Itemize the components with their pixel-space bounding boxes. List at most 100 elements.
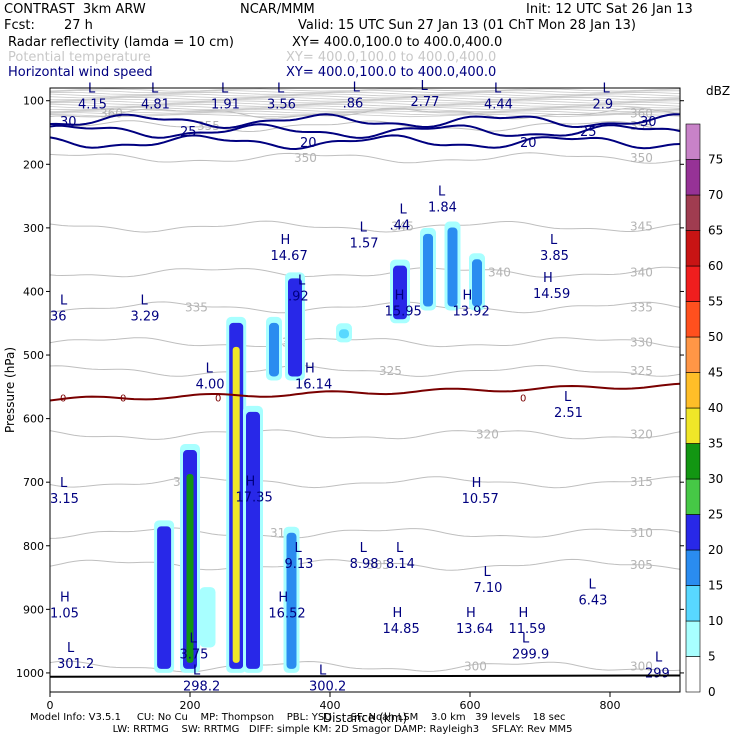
y-tick-label: 300 <box>23 222 44 235</box>
extremum-value: 36 <box>50 309 67 324</box>
colorbar-tick-label: 10 <box>708 614 723 628</box>
extremum-marker: L <box>550 233 558 248</box>
extremum-marker: L <box>60 293 68 308</box>
theta-contour <box>49 107 681 120</box>
theta-top-line <box>49 96 681 101</box>
y-tick-label: 400 <box>23 285 44 298</box>
colorbar-swatch <box>685 123 701 160</box>
extremum-value: 301.2 <box>57 657 94 672</box>
extremum-marker: L <box>484 565 492 580</box>
plot-frame <box>49 87 681 693</box>
extremum-value: 2.77 <box>411 95 440 110</box>
colorbar-tick-label: 65 <box>708 224 723 238</box>
extremum-value: 8.98 <box>350 557 379 572</box>
colorbar-tick-label: 40 <box>708 401 723 415</box>
colorbar-swatch <box>685 549 701 586</box>
colorbar-swatch <box>685 301 701 338</box>
colorbar-swatch <box>685 620 701 657</box>
extremum-value: 13.92 <box>453 304 490 319</box>
colorbar-swatch <box>685 372 701 409</box>
extremum-value: 2.51 <box>554 406 583 421</box>
extremum-marker: L <box>589 578 597 593</box>
extremum-marker: H <box>278 590 288 605</box>
theta-top-line <box>49 91 681 96</box>
fcst-value: 27 h <box>64 18 93 33</box>
extremum-marker: L <box>438 185 446 200</box>
extremum-value: 4.81 <box>141 98 170 113</box>
extremum-marker: L <box>655 651 663 666</box>
theta-top-line <box>49 95 681 99</box>
wind-contour-label: 30 <box>640 115 657 130</box>
theta-contour <box>49 152 681 164</box>
extremum-marker: L <box>67 641 75 656</box>
theta-contour <box>49 476 680 489</box>
extremum-value: 15.95 <box>385 304 422 319</box>
theta-contour <box>49 364 681 377</box>
x-tick-label: 0 <box>47 699 54 712</box>
extremum-marker: H <box>463 288 473 303</box>
reflectivity-core-strong <box>232 346 240 663</box>
theta-contour-label: 305 <box>630 558 653 572</box>
colorbar-swatch <box>685 159 701 196</box>
extremum-value: 1.05 <box>50 606 79 621</box>
extremum-marker: H <box>393 606 403 621</box>
theta-contour-label: 320 <box>630 428 653 442</box>
theta-contour-label: 320 <box>476 428 499 442</box>
extremum-value: 14.59 <box>533 287 570 302</box>
extremum-marker: L <box>60 476 68 491</box>
zero-isotherm-label: 0 <box>215 394 221 405</box>
extremum-marker: H <box>246 475 256 490</box>
extremum-marker: L <box>190 632 198 647</box>
extremum-marker: L <box>522 632 530 647</box>
y-tick-label: 800 <box>23 540 44 553</box>
theta-top-line <box>49 100 681 104</box>
extremum-marker: H <box>281 233 291 248</box>
extremum-marker: H <box>60 590 70 605</box>
theta-top-line <box>49 93 681 97</box>
colorbar-tick-label: 75 <box>708 153 723 167</box>
theta-contour-label: 360 <box>100 106 123 120</box>
colorbar-swatch <box>685 478 701 515</box>
extremum-value: 299 <box>645 667 670 682</box>
extremum-marker: L <box>603 82 611 97</box>
extremum-marker: L <box>295 541 303 556</box>
theta-contour-label: 300 <box>464 660 487 674</box>
theta-contour-label: 325 <box>630 364 653 378</box>
theta-contour-label: 360 <box>630 106 653 120</box>
extremum-marker: L <box>298 274 306 289</box>
theta-contour-label: 340 <box>488 265 511 279</box>
colorbar-swatch <box>685 336 701 373</box>
extremum-marker: H <box>305 361 315 376</box>
theta-contour <box>49 120 681 133</box>
extremum-marker: H <box>395 288 405 303</box>
footer-physics-info: LW: RRTMG SW: RRTMG DIFF: simple KM: 2D … <box>30 724 573 735</box>
theta-contour <box>49 429 681 440</box>
extremum-value: 3.56 <box>267 98 296 113</box>
field2-xy: XY= 400.0,100.0 to 400.0,400.0 <box>286 50 497 65</box>
reflectivity-core-strong <box>186 474 194 663</box>
colorbar-swatch <box>685 407 701 444</box>
field1-xy: XY= 400.0,100.0 to 400.0,400.0 <box>292 35 503 50</box>
y-tick-label: 600 <box>23 413 44 426</box>
extremum-marker: L <box>193 663 201 678</box>
reflectivity-core <box>202 593 213 644</box>
field1-name: Radar reflectivity (lamda = 10 cm) <box>8 35 234 50</box>
reflectivity-core <box>246 411 260 669</box>
extremum-value: 11.59 <box>509 622 546 637</box>
reflectivity-core <box>339 329 349 339</box>
x-tick-label: 600 <box>460 699 481 712</box>
colorbar-swatch <box>685 656 701 693</box>
fcst-label: Fcst: <box>4 18 35 33</box>
theta-contour-label: 335 <box>630 300 653 314</box>
colorbar-swatch <box>685 230 701 267</box>
extremum-value: 14.85 <box>383 622 420 637</box>
x-tick-label: 800 <box>600 699 621 712</box>
reflectivity-core <box>269 322 279 377</box>
extremum-value: 16.14 <box>295 377 332 392</box>
footer-model-info: Model Info: V3.5.1 CU: No Cu MP: Thompso… <box>30 712 566 723</box>
extremum-marker: L <box>141 293 149 308</box>
reflectivity-core <box>286 532 297 669</box>
ground-line <box>49 674 681 678</box>
theta-contour <box>49 301 681 314</box>
